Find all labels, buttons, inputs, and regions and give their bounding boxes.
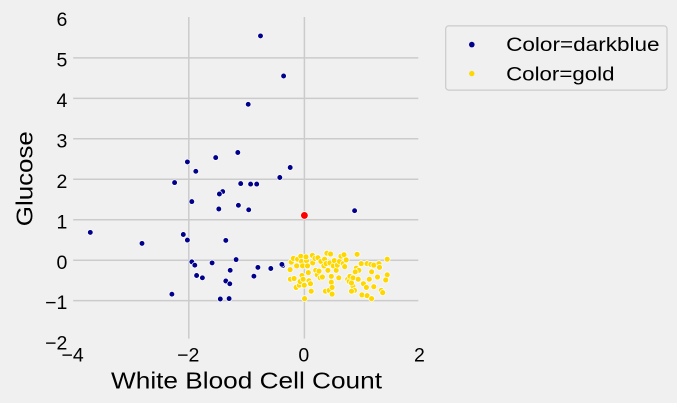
svg-text:1: 1 [56,211,67,233]
svg-text:−4: −4 [61,344,83,366]
svg-text:−2: −2 [45,333,67,355]
svg-text:6: 6 [56,9,67,31]
svg-text:Color=gold: Color=gold [506,63,614,85]
svg-text:4: 4 [56,90,67,112]
svg-text:0: 0 [298,344,309,366]
svg-text:3: 3 [56,130,67,152]
svg-text:−2: −2 [177,344,199,366]
svg-text:White Blood Cell Count: White Blood Cell Count [111,368,383,394]
svg-text:0: 0 [56,252,67,274]
svg-text:2: 2 [56,171,67,193]
svg-text:Color=darkblue: Color=darkblue [506,34,659,56]
svg-text:2: 2 [414,344,425,366]
svg-text:−1: −1 [45,292,67,314]
svg-text:Glucose: Glucose [11,131,37,226]
svg-text:5: 5 [56,50,67,72]
